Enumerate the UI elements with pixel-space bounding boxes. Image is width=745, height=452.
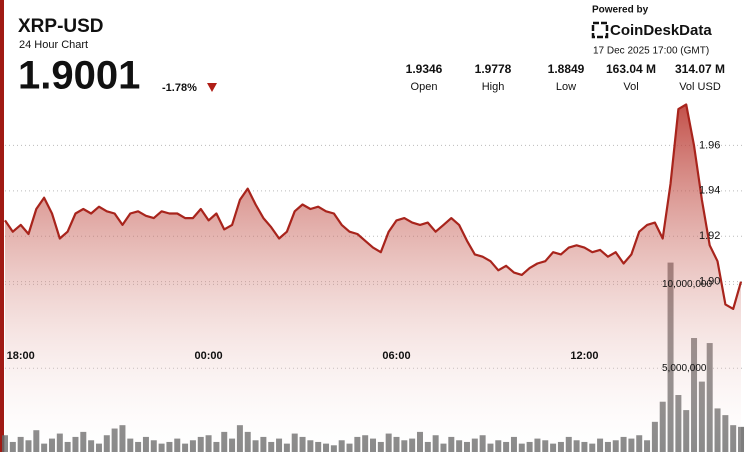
- x-tick-label: 12:00: [570, 350, 598, 362]
- symbol: XRP-USD: [18, 16, 104, 37]
- change: -1.78%: [162, 82, 197, 94]
- stat-label: Vol USD: [679, 81, 721, 93]
- x-tick-label: 18:00: [7, 350, 35, 362]
- price-area: [5, 104, 742, 452]
- stat-value: 1.9346: [406, 62, 443, 76]
- y-tick-label: 1.90: [699, 276, 720, 288]
- stat-value: 1.8849: [548, 62, 585, 76]
- brand: CoinDeskData: [610, 22, 712, 39]
- edge-stripe: [0, 0, 4, 452]
- stat-value: 163.04 M: [606, 62, 656, 76]
- stat-value: 1.9778: [475, 62, 512, 76]
- y-tick-label: 1.96: [699, 139, 720, 151]
- stat-value: 314.07 M: [675, 62, 725, 76]
- y2-tick-label: 5,000,000: [662, 363, 707, 374]
- price-line: [4, 103, 743, 310]
- x-tick-label: 00:00: [195, 350, 223, 362]
- plot-area: 10,000,000 5,000,000 1.96 1.94 1.92 1.90 18:00…: [2, 103, 745, 452]
- stat-label: High: [482, 81, 505, 93]
- price-line: [4, 103, 743, 452]
- down-arrow: [207, 83, 217, 92]
- stats: 1.9346 Open 1.9778 High 1.8849 Low 163.04 M Vol…: [406, 62, 725, 93]
- subtitle: 24 Hour Chart: [19, 39, 88, 51]
- price: 1.9001: [18, 54, 140, 98]
- x-tick-label: 06:00: [382, 350, 410, 362]
- stat-label: Vol: [623, 81, 638, 93]
- brand-logo: [591, 21, 609, 39]
- labels: 10,000,000 5,000,000 1.96 1.94 1.92 1.90 18:00…: [7, 139, 721, 374]
- powered-by: Powered by: [592, 5, 649, 16]
- y2-tick-label: 10,000,000: [662, 279, 712, 290]
- y-tick-label: 1.92: [699, 230, 720, 242]
- timestamp: 17 Dec 2025 17:00 (GMT): [593, 46, 709, 57]
- stat-label: Low: [556, 81, 576, 93]
- stat-label: Open: [411, 81, 438, 93]
- y-tick-label: 1.94: [699, 185, 720, 197]
- volume-bar: [738, 426, 745, 452]
